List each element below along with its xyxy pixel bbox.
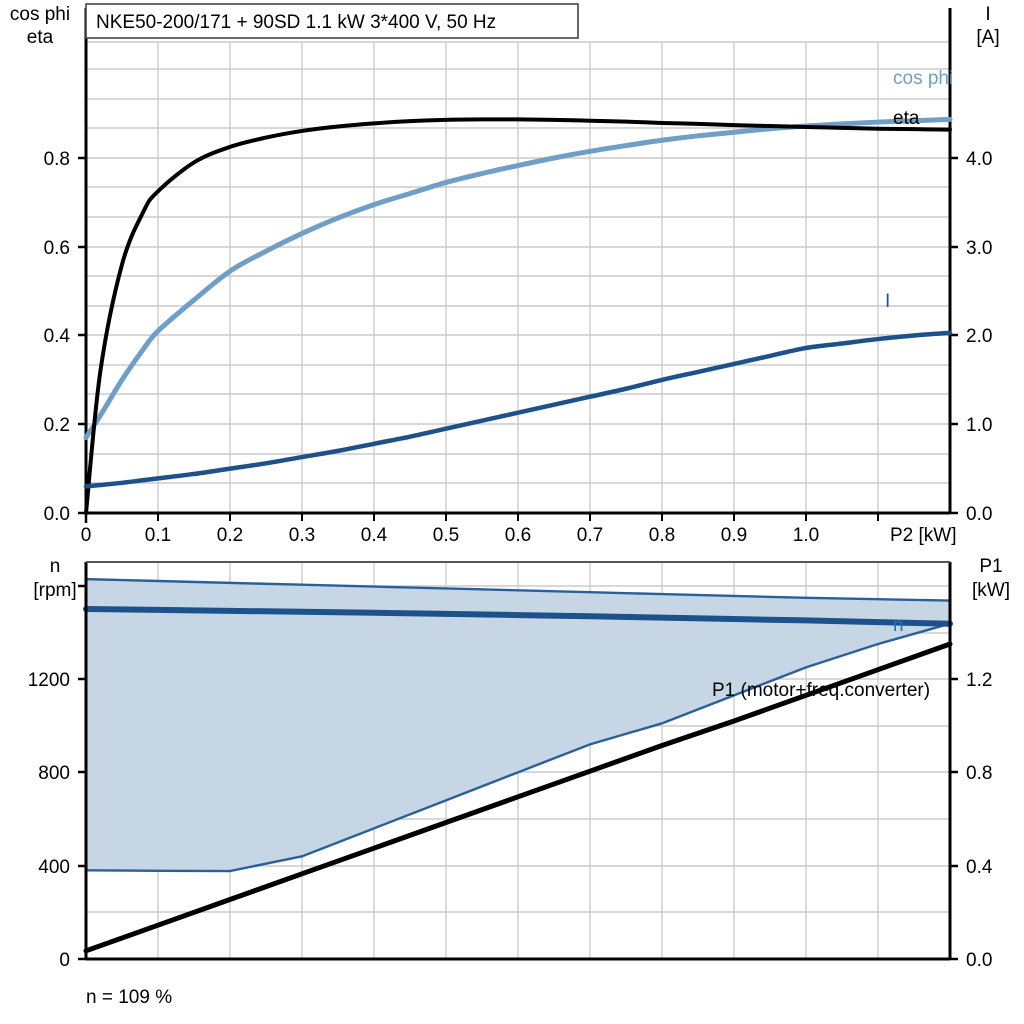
top-left-tick-4: 0.8 [44, 149, 70, 170]
top-left-tick-0: 0.0 [44, 504, 70, 525]
top-left-axis-label-1: cos phi [10, 4, 70, 25]
current-curve [83, 330, 953, 489]
bottom-left-ticks: 0 400 800 1200 [28, 584, 86, 971]
bottom-left-axis-label-1: n [50, 556, 61, 577]
bottom-left-tick-3: 1200 [28, 670, 70, 691]
bottom-chart: n [rpm] P1 [kW] 0 400 800 1200 0.0 0.4 0… [28, 556, 1010, 1008]
footnote: n = 109 % [86, 987, 172, 1008]
speed-curve [83, 606, 953, 627]
top-right-tick-0: 0.0 [966, 504, 992, 525]
bottom-right-axis-label-2: [kW] [972, 580, 1010, 601]
top-x-tick-6: 0.6 [505, 525, 531, 546]
bottom-right-axis-label-1: P1 [979, 556, 1002, 577]
bottom-plot-frame [84, 561, 952, 961]
top-x-tick-2: 0.2 [217, 525, 243, 546]
bottom-left-tick-0: 0 [59, 950, 70, 971]
top-right-tick-3: 3.0 [966, 238, 992, 259]
power-label: P1 (motor+freq.converter) [712, 680, 930, 701]
top-right-axis-label-2: [A] [976, 27, 999, 48]
bottom-left-tick-1: 400 [38, 857, 70, 878]
top-x-tick-7: 0.7 [577, 525, 603, 546]
top-right-ticks: 0.0 1.0 2.0 3.0 4.0 [950, 149, 992, 525]
power-curve [83, 641, 953, 954]
bottom-right-tick-3: 1.2 [966, 670, 992, 691]
top-x-tick-0: 0 [81, 525, 92, 546]
top-left-tick-1: 0.2 [44, 415, 70, 436]
top-right-tick-1: 1.0 [966, 415, 992, 436]
top-right-tick-4: 4.0 [966, 149, 992, 170]
title-box: NKE50-200/171 + 90SD 1.1 kW 3*400 V, 50 … [85, 3, 579, 39]
top-x-tick-10: 1.0 [793, 525, 819, 546]
top-right-tick-2: 2.0 [966, 326, 992, 347]
top-x-tick-4: 0.4 [361, 525, 388, 546]
eta-label: eta [893, 108, 920, 129]
top-x-tick-1: 0.1 [145, 525, 171, 546]
bottom-left-tick-2: 800 [38, 763, 70, 784]
bottom-right-ticks: 0.0 0.4 0.8 1.2 [950, 670, 993, 971]
speed-band-upper-edge [85, 577, 951, 602]
bottom-left-axis-label-2: [rpm] [33, 580, 76, 601]
top-grid-horizontal [86, 41, 950, 484]
top-curves [83, 116, 953, 515]
speed-band-fill [86, 579, 950, 872]
cosphi-label: cos phi [893, 68, 953, 89]
top-x-tick-9: 0.9 [721, 525, 747, 546]
top-x-ticks: 0 0.1 0.2 0.3 0.4 0.5 0.6 0.7 0.8 0.9 1.… [81, 513, 957, 546]
top-left-tick-3: 0.6 [44, 238, 70, 259]
speed-label: n [893, 615, 904, 636]
chart-title: NKE50-200/171 + 90SD 1.1 kW 3*400 V, 50 … [96, 12, 496, 33]
bottom-right-tick-1: 0.4 [966, 857, 993, 878]
bottom-right-tick-2: 0.8 [966, 763, 992, 784]
top-x-axis-label: P2 [kW] [890, 525, 957, 546]
top-left-ticks: 0.0 0.2 0.4 0.6 0.8 [44, 149, 86, 525]
top-chart: NKE50-200/171 + 90SD 1.1 kW 3*400 V, 50 … [10, 3, 1000, 546]
current-label: I [885, 291, 890, 312]
bottom-right-tick-0: 0.0 [966, 950, 992, 971]
top-x-tick-8: 0.8 [649, 525, 675, 546]
top-grid-vertical [157, 42, 879, 513]
top-left-tick-2: 0.4 [44, 326, 71, 347]
eta-curve [84, 117, 952, 515]
top-x-tick-3: 0.3 [289, 525, 315, 546]
speed-range-band [85, 577, 951, 873]
speed-band-lower-edge [85, 622, 951, 873]
top-right-axis-label-1: I [985, 4, 990, 25]
top-left-axis-label-2: eta [27, 27, 54, 48]
top-x-tick-5: 0.5 [433, 525, 459, 546]
